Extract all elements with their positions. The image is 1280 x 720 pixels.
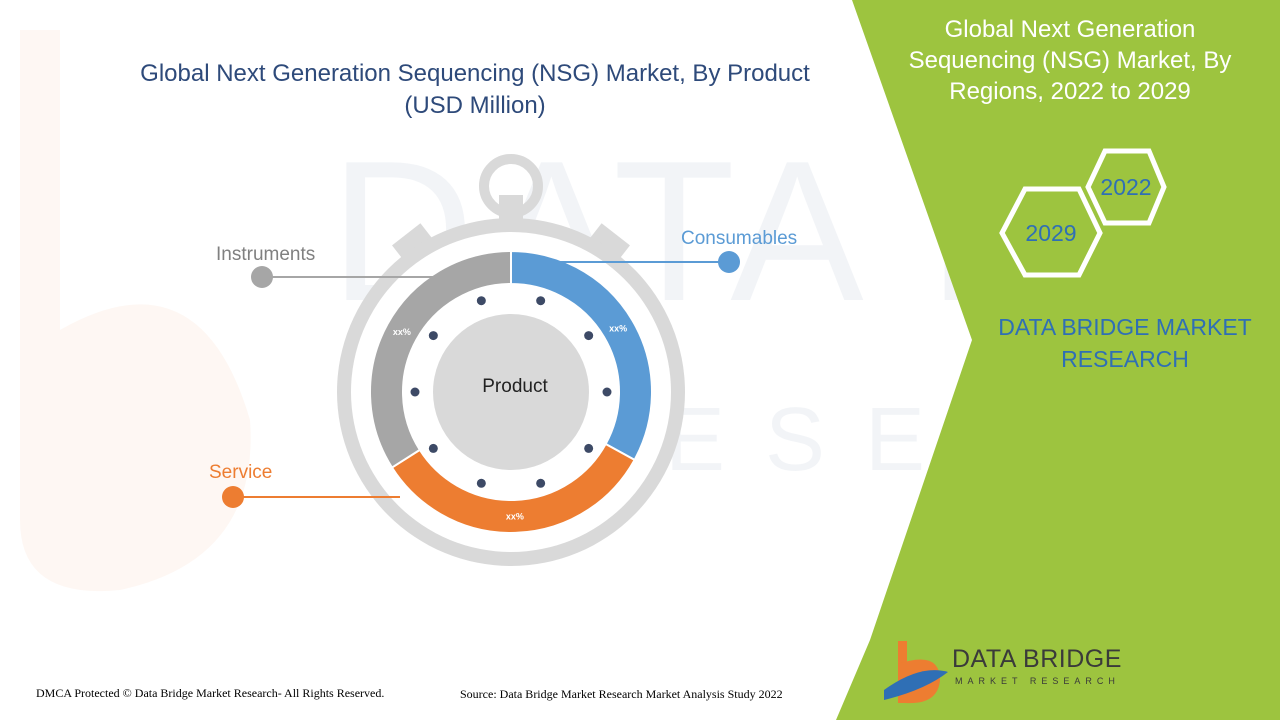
inner-grey-disc [433, 314, 589, 470]
donut-value-label-service: xx% [506, 511, 524, 521]
dial-dot [536, 478, 546, 488]
brand-text: DATA BRIDGE MARKET RESEARCH [998, 314, 1252, 372]
dial-dot [602, 387, 612, 397]
dial-dot [476, 296, 486, 306]
dial-dot [536, 296, 546, 306]
donut-value-label-instruments: xx% [393, 327, 411, 337]
dial-dot [584, 331, 594, 341]
footer-source: Source: Data Bridge Market Research Mark… [460, 687, 783, 701]
segment-label-consumables: Consumables [681, 228, 798, 249]
dial-dot [584, 443, 594, 453]
dial-dot [428, 443, 438, 453]
hexagon-2022 [1085, 148, 1167, 226]
segment-label-service: Service [209, 462, 273, 483]
year-2029: 2029 [1025, 220, 1076, 246]
dial-dot [410, 387, 420, 397]
service-marker [222, 486, 244, 508]
logo-subtitle: MARKET RESEARCH [955, 676, 1120, 686]
logo-icon [884, 641, 948, 704]
donut-value-label-consumables: xx% [609, 324, 627, 334]
year-2022: 2022 [1100, 174, 1151, 200]
consumables-marker [718, 251, 740, 273]
panel-title: Global Next Generation Sequencing (NSG) … [908, 16, 1232, 105]
footer-copyright: DMCA Protected © Data Bridge Market Rese… [36, 686, 385, 700]
segment-label-instruments: Instruments [216, 244, 316, 265]
chart-title: Global Next Generation Sequencing (NSG) … [140, 60, 810, 119]
instruments-marker [251, 266, 273, 288]
logo-name: DATA BRIDGE [952, 645, 1122, 673]
dial-dot [428, 331, 438, 341]
hexagon-2029 [999, 186, 1103, 278]
green-panel [836, 0, 1280, 720]
dial-dots [410, 296, 612, 488]
center-label: Product [482, 376, 548, 397]
dial-dot [476, 478, 486, 488]
